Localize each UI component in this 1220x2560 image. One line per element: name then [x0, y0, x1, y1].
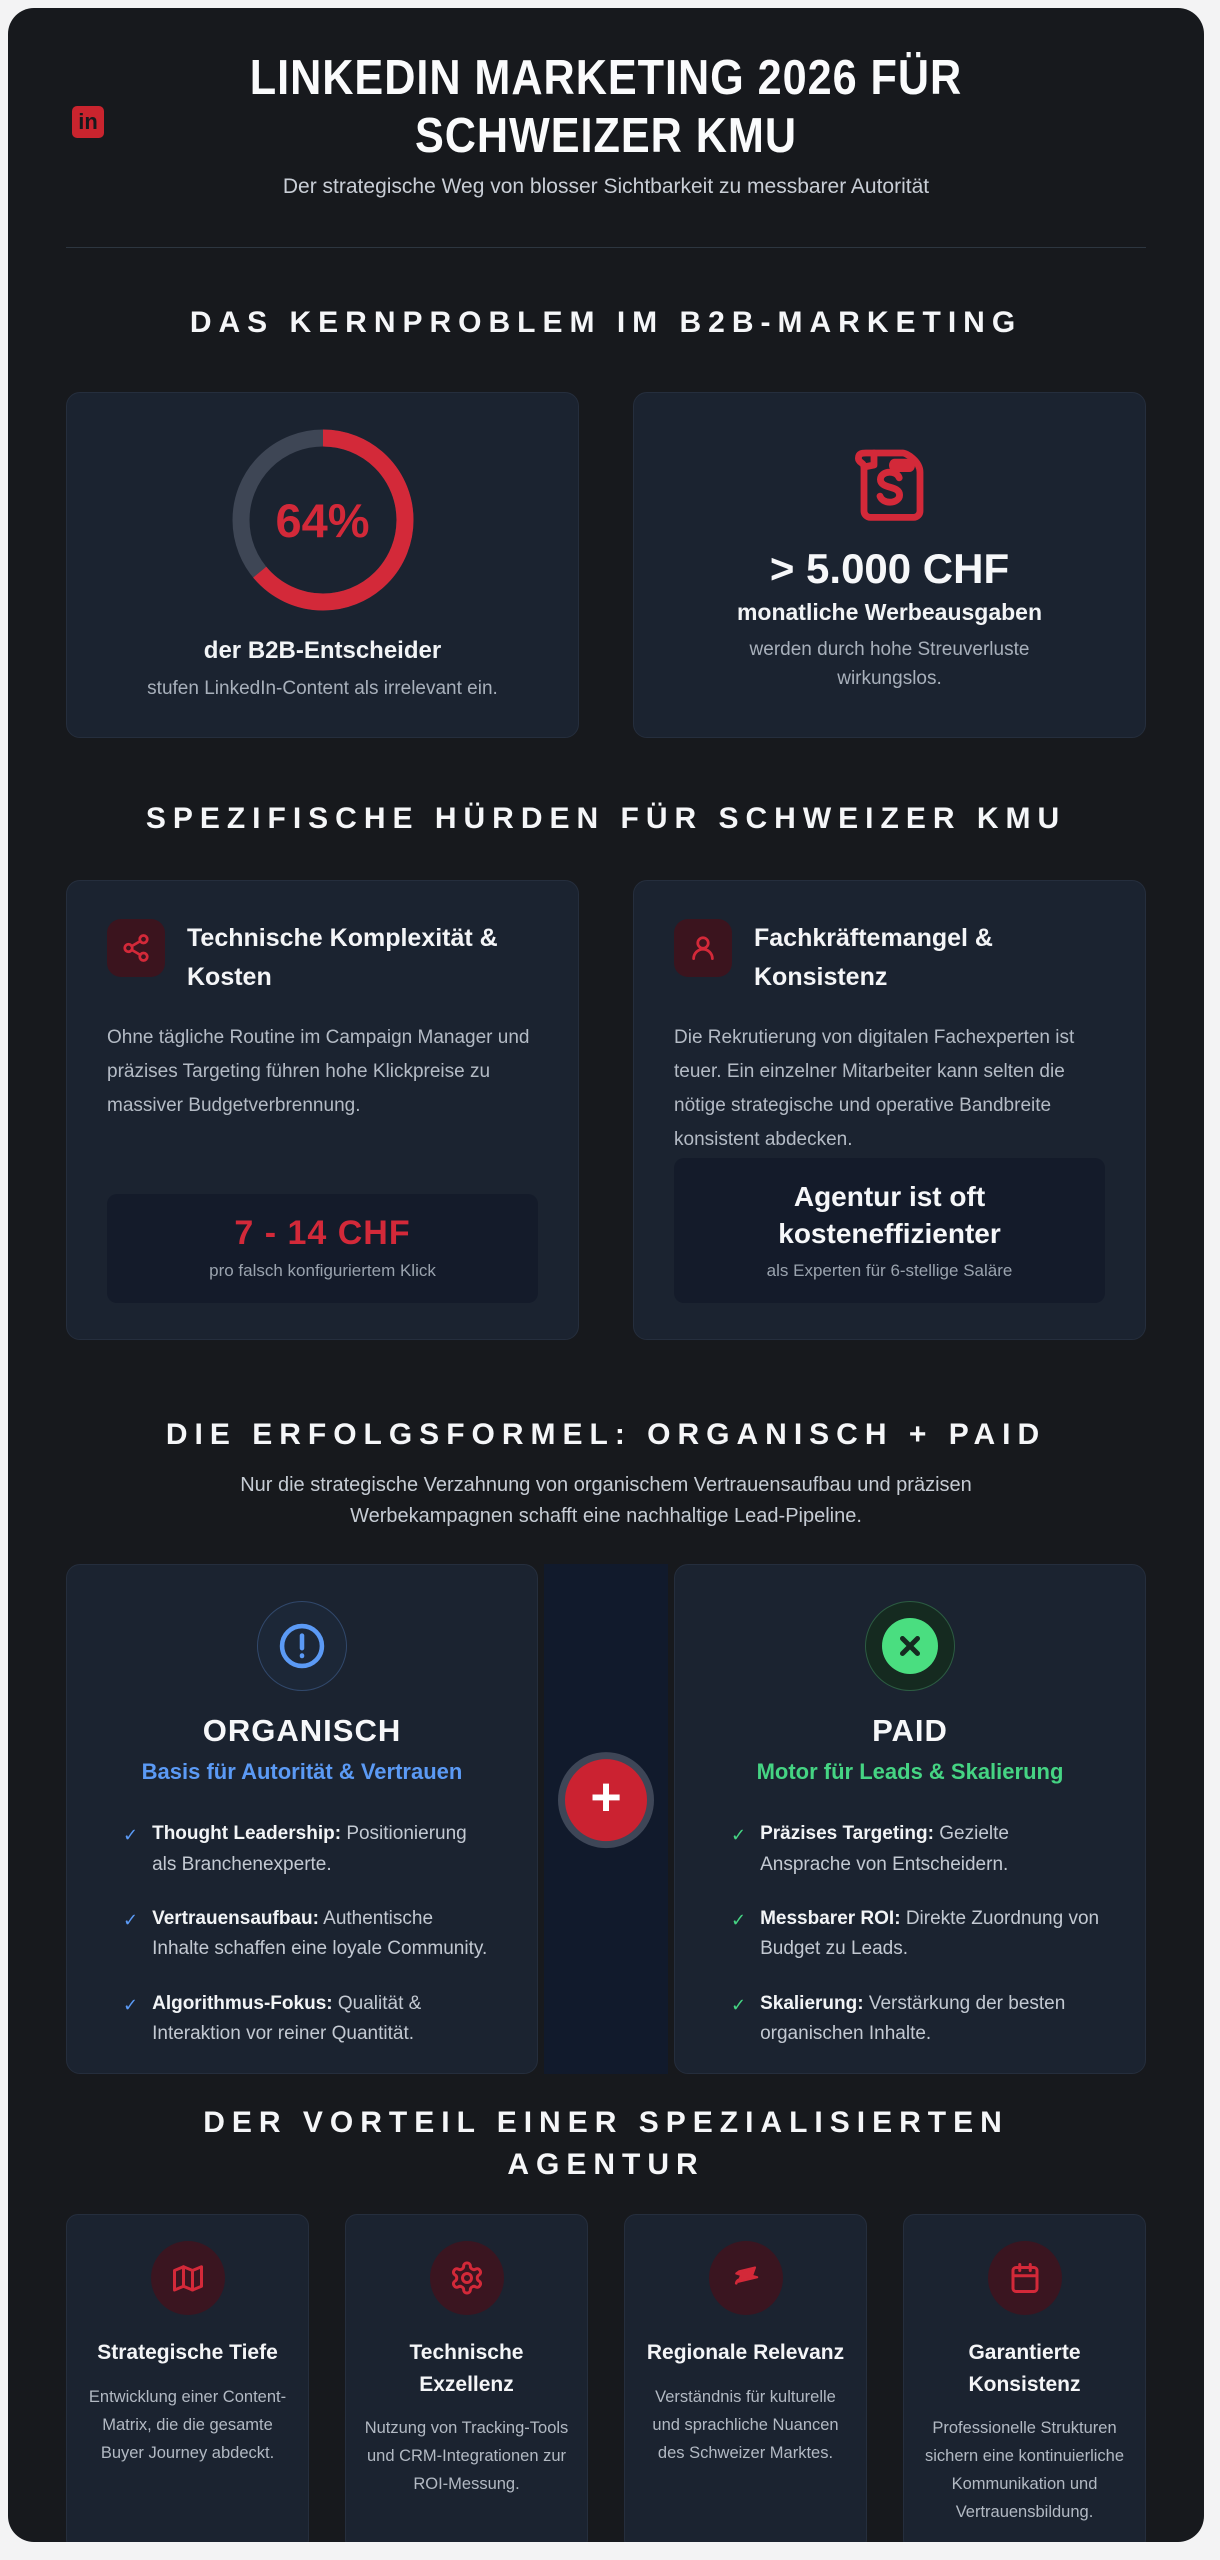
agency-card-body: Professionelle Strukturen sichern eine k…	[924, 2419, 1125, 2522]
agency-card-body: Entwicklung einer Content-Matrix, die di…	[88, 2387, 287, 2462]
section-heading-kernproblem: DAS KERNPROBLEM IM B2B-MARKETING	[189, 306, 1023, 340]
hurdle-card-technik: Technische Komplexität & Kosten Ohne täg…	[66, 880, 579, 1341]
alert-circle-icon	[257, 1601, 347, 1692]
hurdle-card-header: Technische Komplexität & Kosten	[107, 919, 538, 997]
check-icon: ✓	[123, 1994, 139, 2015]
spend-label-sub: werden durch hohe Streuverluste wirkungs…	[749, 639, 1030, 689]
hurdle-body: Ohne tägliche Routine im Campaign Manage…	[107, 1026, 530, 1117]
agency-card-technik: Technische Exzellenz Nutzung von Trackin…	[345, 2214, 588, 2542]
donut-chart-svg	[232, 429, 413, 611]
paid-title: PAID	[872, 1713, 948, 1749]
formula-panel: ORGANISCH Basis für Autorität & Vertraue…	[66, 1564, 1146, 2075]
spend-card: > 5.000 CHF monatliche Werbeausgaben wer…	[633, 392, 1146, 739]
agency-card-regional: Regionale Relevanz Verständnis für kultu…	[624, 2214, 867, 2542]
linkedin-logo-icon: in	[72, 106, 104, 138]
stamp-icon	[708, 2241, 783, 2316]
agency-card-strategie: Strategische Tiefe Entwicklung einer Con…	[66, 2214, 309, 2542]
hurdle-highlight-box: 7 - 14 CHF pro falsch konfiguriertem Kli…	[107, 1194, 538, 1304]
hurdle-body: Die Rekrutierung von digitalen Fachexper…	[674, 1026, 1075, 1151]
user-icon	[674, 919, 732, 978]
spend-value: > 5.000 CHF	[769, 545, 1010, 593]
paid-column: PAID Motor für Leads & Skalierung ✓ Präz…	[674, 1564, 1146, 2075]
donut-chart: 64%	[232, 429, 414, 611]
plus-button[interactable]: +	[558, 1752, 654, 1849]
problem-cards: 64% der B2B-Entscheider stufen LinkedIn-…	[66, 392, 1146, 739]
list-item: ✓ Thought Leadership: Positionierung als…	[123, 1819, 493, 1880]
spend-label-bold: monatliche Werbeausgaben	[736, 599, 1043, 626]
agency-card-body: Verständnis für kulturelle und sprachlic…	[652, 2387, 839, 2462]
section-heading-erfolgsformel: DIE ERFOLGSFORMEL: ORGANISCH + PAID	[165, 1418, 1047, 1452]
hurdle-title: Technische Komplexität & Kosten	[187, 924, 498, 992]
formula-subtitle: Nur die strategische Verzahnung von orga…	[240, 1474, 972, 1528]
agency-cards: Strategische Tiefe Entwicklung einer Con…	[66, 2214, 1146, 2542]
section-heading-huerden: SPEZIFISCHE HÜRDEN FÜR SCHWEIZER KMU	[145, 802, 1067, 836]
agency-card-title: Technische Exzellenz	[409, 2341, 524, 2396]
header: in LINKEDIN MARKETING 2026 FÜR SCHWEIZER…	[66, 49, 1146, 199]
x-badge	[882, 1618, 938, 1675]
paid-tagline: Motor für Leads & Skalierung	[756, 1759, 1064, 1785]
share-nodes-icon	[107, 919, 165, 978]
organic-title: ORGANISCH	[202, 1713, 402, 1749]
agency-card-title: Garantierte Konsistenz	[968, 2341, 1081, 2396]
hurdle-card-header: Fachkräftemangel & Konsistenz	[674, 919, 1105, 997]
header-divider	[66, 247, 1146, 249]
hurdle-highlight-box: Agentur ist oft kosteneffizienter als Ex…	[674, 1157, 1105, 1304]
donut-percent-label: 64%	[275, 493, 370, 547]
hurdle-highlight-label: als Experten für 6-stellige Saläre	[766, 1261, 1013, 1281]
hurdle-title: Fachkräftemangel & Konsistenz	[754, 924, 993, 992]
stat-card-64: 64% der B2B-Entscheider stufen LinkedIn-…	[66, 392, 579, 739]
check-icon: ✓	[123, 1909, 139, 1930]
check-icon: ✓	[731, 1825, 747, 1846]
organic-tagline: Basis für Autorität & Vertrauen	[141, 1759, 463, 1785]
check-icon: ✓	[731, 1909, 747, 1930]
calendar-icon	[987, 2241, 1062, 2316]
paid-list: ✓ Präzises Targeting: Gezielte Ansprache…	[675, 1819, 1145, 2049]
agency-card-konsistenz: Garantierte Konsistenz Professionelle St…	[903, 2214, 1146, 2542]
stat-label-sub: stufen LinkedIn-Content als irrelevant e…	[147, 678, 498, 700]
page-title: LINKEDIN MARKETING 2026 FÜR SCHWEIZER KM…	[249, 48, 963, 163]
section-heading-agentur: DER VORTEIL EINER SPEZIALISIERTEN AGENTU…	[203, 2106, 1009, 2182]
page-subtitle: Der strategische Weg von blosser Sichtba…	[282, 175, 930, 199]
check-icon: ✓	[123, 1825, 139, 1846]
organic-list: ✓ Thought Leadership: Positionierung als…	[67, 1819, 537, 2049]
infographic-frame: in LINKEDIN MARKETING 2026 FÜR SCHWEIZER…	[8, 8, 1204, 2542]
hurdle-cards: Technische Komplexität & Kosten Ohne täg…	[66, 880, 1146, 1341]
stat-label-bold: der B2B-Entscheider	[203, 637, 442, 665]
list-item: ✓ Skalierung: Verstärkung der besten org…	[731, 1989, 1101, 2050]
check-icon: ✓	[731, 1994, 747, 2015]
money-canister-icon	[842, 435, 938, 531]
hurdle-card-fachkraefte: Fachkräftemangel & Konsistenz Die Rekrut…	[633, 880, 1146, 1341]
agency-card-body: Nutzung von Tracking-Tools und CRM-Integ…	[364, 2419, 569, 2494]
gear-icon	[429, 2241, 504, 2316]
map-icon	[150, 2241, 225, 2316]
list-item: ✓ Messbarer ROI: Direkte Zuordnung von B…	[731, 1904, 1101, 1965]
agency-card-title: Strategische Tiefe	[97, 2341, 278, 2365]
agency-card-title: Regionale Relevanz	[646, 2341, 845, 2365]
hurdle-highlight-label: pro falsch konfiguriertem Klick	[209, 1261, 436, 1281]
list-item: ✓ Algorithmus-Fokus: Qualität & Interakt…	[123, 1989, 493, 2050]
list-item: ✓ Präzises Targeting: Gezielte Ansprache…	[731, 1819, 1101, 1880]
list-item: ✓ Vertrauensaufbau: Authentische Inhalte…	[123, 1904, 493, 1965]
x-circle-icon	[865, 1601, 955, 1692]
hurdle-highlight-value: 7 - 14 CHF	[234, 1214, 411, 1253]
hurdle-highlight-value: Agentur ist oft kosteneffizienter	[778, 1180, 1001, 1250]
organic-column: ORGANISCH Basis für Autorität & Vertraue…	[66, 1564, 538, 2075]
